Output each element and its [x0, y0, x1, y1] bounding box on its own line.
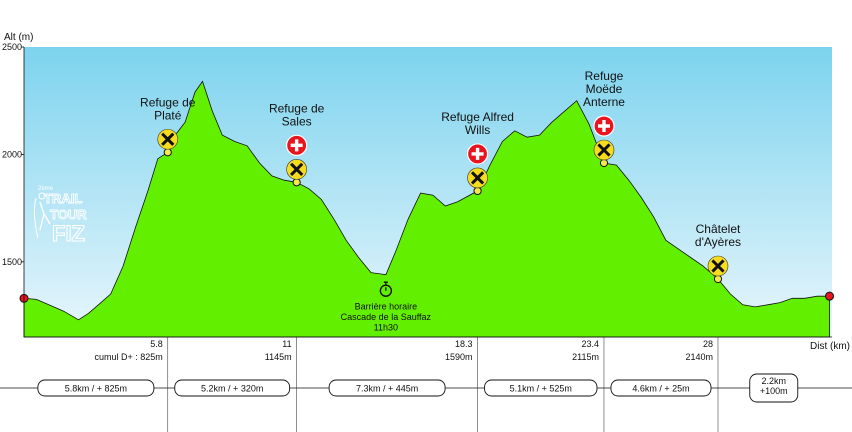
segment-label-line: 4.6km / + 25m — [632, 384, 689, 394]
barrier-label: Barrière horaire Cascade de la Sauffaz 11h… — [341, 302, 432, 333]
segment-label: 2.2km +100m — [760, 376, 788, 396]
waypoint-name-line: Refuge de — [269, 101, 325, 115]
segment-pill — [37, 379, 155, 397]
stopwatch-hand — [383, 281, 388, 291]
refuge-x-cross — [161, 132, 175, 146]
refuge-x-cross — [711, 259, 725, 273]
waypoint-name-line: Châtelet — [696, 222, 741, 236]
waypoint-name: Refuge Moëde Anterne — [583, 69, 625, 109]
waypoint-dplus-label: 1145m — [265, 352, 292, 362]
trail-tour-fiz-logo: 2ème TRAIL TOUR FIZ — [33, 186, 88, 247]
barrier-label-line: Cascade de la Sauffaz — [341, 312, 432, 322]
segment-label: 5.1km / + 525m — [510, 384, 572, 394]
barrier-label-line: Barrière horaire — [355, 302, 418, 312]
waypoint-name-line: Wills — [465, 123, 490, 137]
segment-pill — [610, 379, 712, 397]
first-aid-plus — [471, 147, 484, 160]
segment-label: 7.3km / + 445m — [356, 384, 418, 394]
segment-row: 5.8km / + 825m 5.2km / + 320m 7.3km / + 44… — [0, 373, 852, 403]
refuge-x-icon — [707, 255, 729, 277]
waypoint-name-line: Moëde — [586, 82, 623, 96]
waypoint-name: Refuge de Platé — [140, 95, 196, 122]
y-ticks: 2500 2000 1500 — [2, 42, 24, 267]
waypoint-name: Refuge Alfred Wills — [441, 110, 514, 137]
first-aid-plus — [290, 139, 303, 152]
waypoint-dot — [473, 186, 482, 196]
x-axis-label: Dist (km) — [810, 341, 850, 352]
refuge-x-cross — [290, 162, 304, 176]
y-axis-label: Alt (m) — [4, 32, 33, 43]
waypoint-dot — [713, 274, 723, 284]
refuge-x-icon — [157, 128, 179, 150]
first-aid-icon — [466, 143, 489, 165]
waypoint-dot — [599, 158, 609, 168]
waypoint-name-line: Anterne — [583, 95, 625, 109]
refuge-x-icon — [286, 159, 307, 180]
waypoint-name-line: Refuge Alfred — [441, 110, 514, 124]
waypoint-dot — [163, 148, 172, 157]
segment-label-line: 7.3km / + 445m — [356, 384, 418, 394]
waypoint-km-label: 28 — [703, 339, 713, 349]
svg-text:TOUR: TOUR — [50, 207, 87, 222]
waypoint-km-label: 5.8 — [150, 339, 163, 349]
segment-label-line: +100m — [760, 386, 788, 396]
waypoint-km-label: 11 — [282, 339, 291, 349]
first-aid-icon — [593, 115, 615, 137]
stopwatch-icon — [379, 281, 393, 297]
refuge-x-cross — [470, 171, 485, 185]
segment-pill — [484, 379, 598, 397]
svg-text:2ème: 2ème — [38, 186, 54, 192]
waypoint-name-line: Refuge de — [140, 95, 196, 109]
refuge-x-cross — [597, 143, 611, 157]
first-aid-icon — [286, 134, 308, 156]
waypoint-name-line: d'Ayères — [695, 235, 741, 249]
waypoint-km-label: 18.3 — [455, 339, 473, 349]
waypoint-name-line: Platé — [154, 108, 182, 122]
svg-text:TRAIL: TRAIL — [44, 191, 82, 206]
waypoint-dot — [292, 178, 301, 187]
waypoint-name: Châtelet d'Ayères — [695, 222, 741, 249]
segment-label-line: 5.8km / + 825m — [65, 384, 127, 394]
segment-label-line: 2.2km — [761, 376, 786, 386]
waypoint-labels: Refuge de Platé Refuge de Sales Refuge Alfre… — [140, 69, 741, 333]
refuge-x-icon — [593, 139, 615, 161]
y-tick-label: 1500 — [2, 257, 22, 267]
segment-label: 4.6km / + 25m — [632, 384, 689, 394]
segment-label-line: 5.2km / + 320m — [201, 384, 263, 394]
segment-label-line: 5.1km / + 525m — [510, 384, 572, 394]
waypoint-dplus-label: 2115m — [572, 352, 599, 362]
waypoint-dplus-label: 2140m — [685, 352, 713, 362]
endpoint-dot — [825, 291, 835, 301]
y-tick-label: 2000 — [2, 149, 22, 159]
refuge-x-icon — [467, 167, 488, 189]
segment-label: 5.2km / + 320m — [201, 384, 263, 394]
segment-pill — [328, 379, 446, 397]
barrier-label-line: 11h30 — [374, 323, 398, 333]
waypoint-km-label: 23.4 — [581, 339, 599, 349]
waypoint-name-line: Refuge — [585, 69, 624, 83]
profile-markers — [19, 115, 835, 303]
segment-label: 5.8km / + 825m — [65, 384, 127, 394]
first-aid-plus — [597, 120, 610, 132]
y-tick-label: 2500 — [2, 42, 22, 52]
waypoint-name: Refuge de Sales — [269, 101, 325, 128]
svg-text:FIZ: FIZ — [52, 221, 85, 246]
waypoint-dplus-label: cumul D+ : 825m — [94, 352, 162, 362]
x-waypoint-labels: 5.8 cumul D+ : 825m 11 1145m 18.3 1590m 23.4 21… — [94, 339, 713, 362]
segment-pill — [749, 373, 799, 403]
waypoint-name-line: Sales — [282, 114, 312, 128]
waypoint-dplus-label: 1590m — [445, 352, 473, 362]
segment-pill — [174, 379, 291, 397]
